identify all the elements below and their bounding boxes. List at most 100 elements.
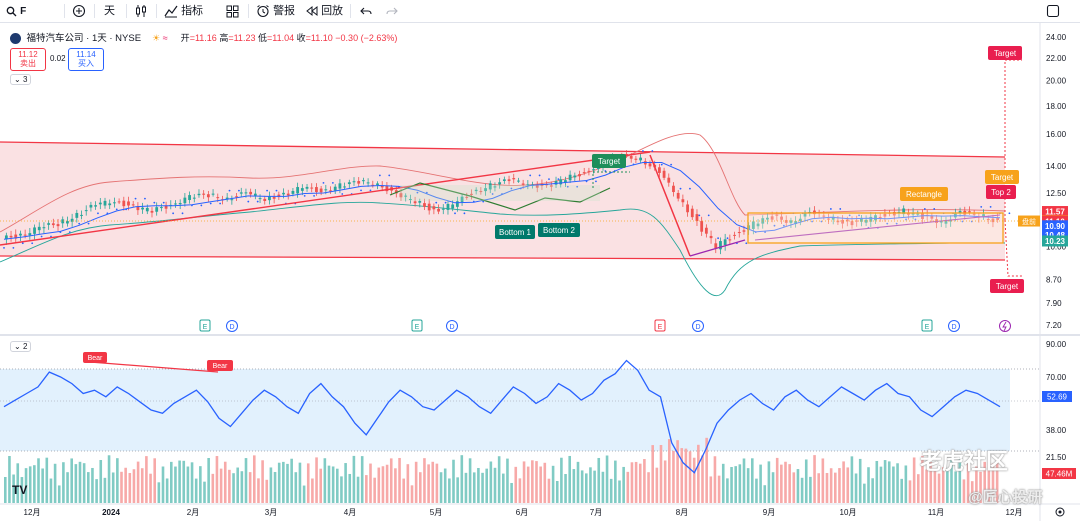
compare-button[interactable] (72, 3, 86, 19)
label-top-2: Top 2 (986, 185, 1016, 199)
sar-dot (858, 214, 860, 217)
earnings-marker[interactable] (654, 319, 666, 332)
sar-dot (548, 178, 550, 181)
candle-body (291, 190, 295, 194)
candle-body (239, 192, 243, 194)
event-marker-letter: D (695, 324, 700, 331)
candle-body (159, 207, 163, 209)
interval-button[interactable]: 天 (104, 5, 115, 17)
rectangle-trend (754, 214, 1001, 241)
earnings-marker[interactable] (199, 319, 211, 332)
indicators-button[interactable]: 指标 (164, 3, 203, 19)
split-marker[interactable] (999, 320, 1011, 332)
symbol-text: F (20, 6, 27, 17)
volume-bar (780, 464, 783, 503)
volume-bar (709, 476, 713, 503)
candle-body (441, 208, 445, 210)
volume-bar (472, 472, 476, 503)
sar-dot (651, 150, 654, 152)
volume-bar (489, 461, 493, 503)
volume-bar (228, 469, 231, 503)
candle-body (188, 195, 191, 201)
volume-bar (937, 473, 941, 503)
sar-dot (557, 178, 560, 181)
volume-bar (987, 462, 991, 503)
label-rectangle: Rectangle (900, 187, 948, 201)
volume-bar (414, 461, 418, 503)
dividend-marker[interactable] (948, 320, 960, 332)
sar-dot (59, 231, 62, 234)
replay-button[interactable]: 回放 (306, 3, 343, 19)
chart-type-button[interactable] (134, 3, 148, 19)
collapse-main-indicators[interactable]: ⌄ 3 (10, 74, 32, 85)
event-marker-letter: D (951, 324, 956, 331)
volume-bar (153, 458, 156, 503)
event-marker-letter: E (658, 324, 663, 331)
volume-bar (103, 477, 107, 503)
volume-bar (929, 461, 933, 503)
candle-body (37, 226, 41, 231)
candle-body (869, 216, 873, 222)
dividend-marker[interactable] (226, 320, 238, 332)
candle-body (648, 163, 652, 167)
undo-button[interactable] (360, 3, 372, 19)
rsi-band (0, 369, 1010, 451)
earnings-marker[interactable] (411, 319, 423, 332)
price-chart[interactable]: Target Bottom 1 Bottom 2 Target Rectangl… (0, 23, 1080, 521)
volume-bar (369, 463, 372, 503)
volume-bar (190, 462, 194, 503)
sar-dot (134, 197, 137, 200)
candle-body (80, 214, 83, 216)
candle-body (432, 206, 436, 210)
candle-body (427, 203, 431, 211)
candle-body (42, 227, 46, 229)
settings-icon[interactable] (1055, 507, 1065, 517)
collapse-rsi-indicators[interactable]: ⌄ 2 (10, 341, 32, 352)
volume-bar (12, 474, 15, 503)
volume-bar (576, 461, 580, 503)
symbol-title[interactable]: 福特汽车公司 · 1天 · NYSE (26, 33, 142, 44)
candle-body (493, 186, 497, 188)
volume-bar (970, 481, 974, 503)
volume-bar (348, 473, 352, 503)
dividend-marker[interactable] (692, 320, 704, 332)
volume-bar (796, 469, 800, 503)
earnings-marker[interactable] (921, 319, 933, 332)
volume-bar (82, 463, 86, 503)
volume-bar (809, 476, 812, 503)
volume-bar (941, 467, 945, 503)
symbol-search[interactable]: F (6, 3, 26, 19)
candle-body (662, 170, 666, 178)
rsi-indicator-count: 2 (22, 342, 28, 351)
dividend-marker[interactable] (446, 320, 458, 332)
sar-dot (106, 212, 109, 215)
sar-dot (125, 208, 128, 211)
candle-body (84, 210, 88, 212)
sell-label: 卖出 (20, 59, 36, 68)
candle-body (324, 189, 328, 191)
volume-bar (568, 455, 571, 503)
layout-button[interactable] (226, 3, 239, 19)
price-tick-label: 7.20 (1046, 321, 1062, 330)
price-tick-label: 22.00 (1046, 54, 1067, 63)
volume-bar (186, 466, 190, 503)
volume-bar (626, 471, 630, 503)
volume-bar (448, 478, 451, 503)
buy-button[interactable]: 11.14 买入 (68, 48, 104, 71)
candle-body (9, 235, 13, 238)
redo-button[interactable] (386, 3, 398, 19)
rsi-line (3, 359, 1001, 474)
volume-bar (892, 466, 895, 503)
sell-button[interactable]: 11.12 卖出 (10, 48, 46, 71)
volume-bar (858, 458, 862, 503)
alert-button[interactable]: 警报 (256, 3, 295, 19)
sar-dot (782, 224, 785, 227)
candle-body (916, 213, 920, 215)
candle-body (455, 201, 459, 207)
candle-body (667, 177, 671, 183)
fullscreen-button[interactable] (1046, 3, 1060, 19)
price-tick-label: 12.50 (1046, 189, 1067, 198)
sar-dot (238, 189, 240, 192)
volume-bar (917, 474, 920, 503)
